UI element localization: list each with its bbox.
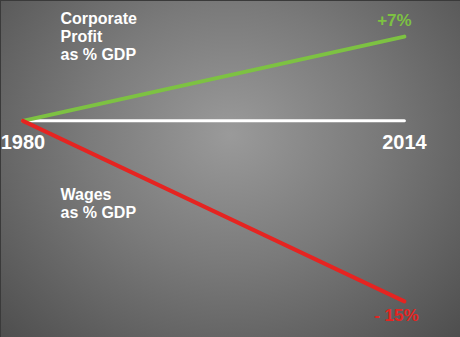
svg-text:+7%: +7% <box>377 11 412 30</box>
svg-text:1980: 1980 <box>1 131 46 153</box>
svg-text:- 15%: - 15% <box>374 306 418 325</box>
svg-text:2014: 2014 <box>382 131 427 153</box>
svg-text:CorporateProfitas % GDP: CorporateProfitas % GDP <box>61 10 138 64</box>
svg-text:Wagesas % GDP: Wagesas % GDP <box>61 186 137 221</box>
